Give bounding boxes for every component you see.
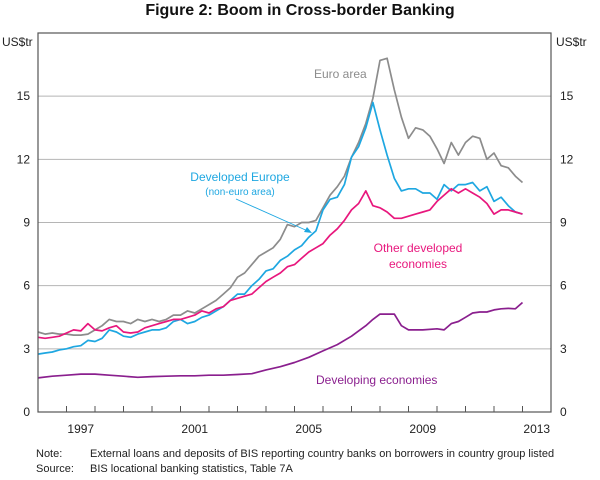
y-unit-right: US$tr (556, 35, 587, 49)
y-axis-ticks: 0 0 3 3 6 6 9 9 12 12 15 15 (17, 89, 574, 419)
arrow-developed-europe (235, 198, 312, 233)
note-text: External loans and deposits of BIS repor… (90, 448, 555, 460)
y-tick-right-6: 6 (560, 279, 567, 293)
y-tick-left-3: 3 (23, 342, 30, 356)
label-euro-area: Euro area (314, 67, 367, 81)
y-unit-left: US$tr (2, 35, 33, 49)
chart-title: Figure 2: Boom in Cross-border Banking (145, 2, 455, 19)
x-tick-2013: 2013 (523, 422, 550, 436)
x-tick-1997: 1997 (67, 422, 94, 436)
label-developed-europe-sub: (non-euro area) (205, 187, 274, 198)
y-tick-left-6: 6 (23, 279, 30, 293)
series-line-euro-area (37, 57, 524, 336)
y-tick-right-12: 12 (560, 152, 574, 166)
label-other-developed: Other developed (374, 241, 463, 255)
y-tick-left-9: 9 (23, 216, 30, 230)
x-tick-2001: 2001 (181, 422, 208, 436)
x-axis-ticks: 1997 2001 2005 2009 2013 (66, 406, 550, 436)
y-tick-right-9: 9 (560, 216, 567, 230)
y-tick-left-12: 12 (17, 152, 31, 166)
x-tick-2005: 2005 (295, 422, 322, 436)
notes: Note: External loans and deposits of BIS… (36, 447, 554, 477)
series-line-developing-economies (37, 301, 524, 379)
source-label: Source: (36, 463, 74, 475)
note-label: Note: (36, 448, 63, 460)
x-tick-2009: 2009 (409, 422, 436, 436)
y-tick-left-15: 15 (17, 89, 31, 103)
source-text: BIS locational banking statistics, Table… (90, 463, 293, 475)
y-tick-left-0: 0 (23, 405, 30, 419)
label-developing: Developing economies (316, 373, 437, 387)
label-developed-europe: Developed Europe (190, 170, 290, 184)
label-other-developed-sub: economies (389, 257, 447, 271)
y-tick-right-3: 3 (560, 342, 567, 356)
gridlines (38, 95, 551, 350)
y-tick-right-15: 15 (560, 89, 574, 103)
series-line-other-developed-economies (37, 187, 523, 340)
series-line-developed-europe-non-euro-area (37, 101, 523, 355)
y-tick-right-0: 0 (560, 405, 567, 419)
series-layer (37, 57, 524, 379)
line-chart: 1997 2001 2005 2009 2013 0 0 3 3 6 6 9 9 12 12 15 15 US… (2, 32, 587, 436)
